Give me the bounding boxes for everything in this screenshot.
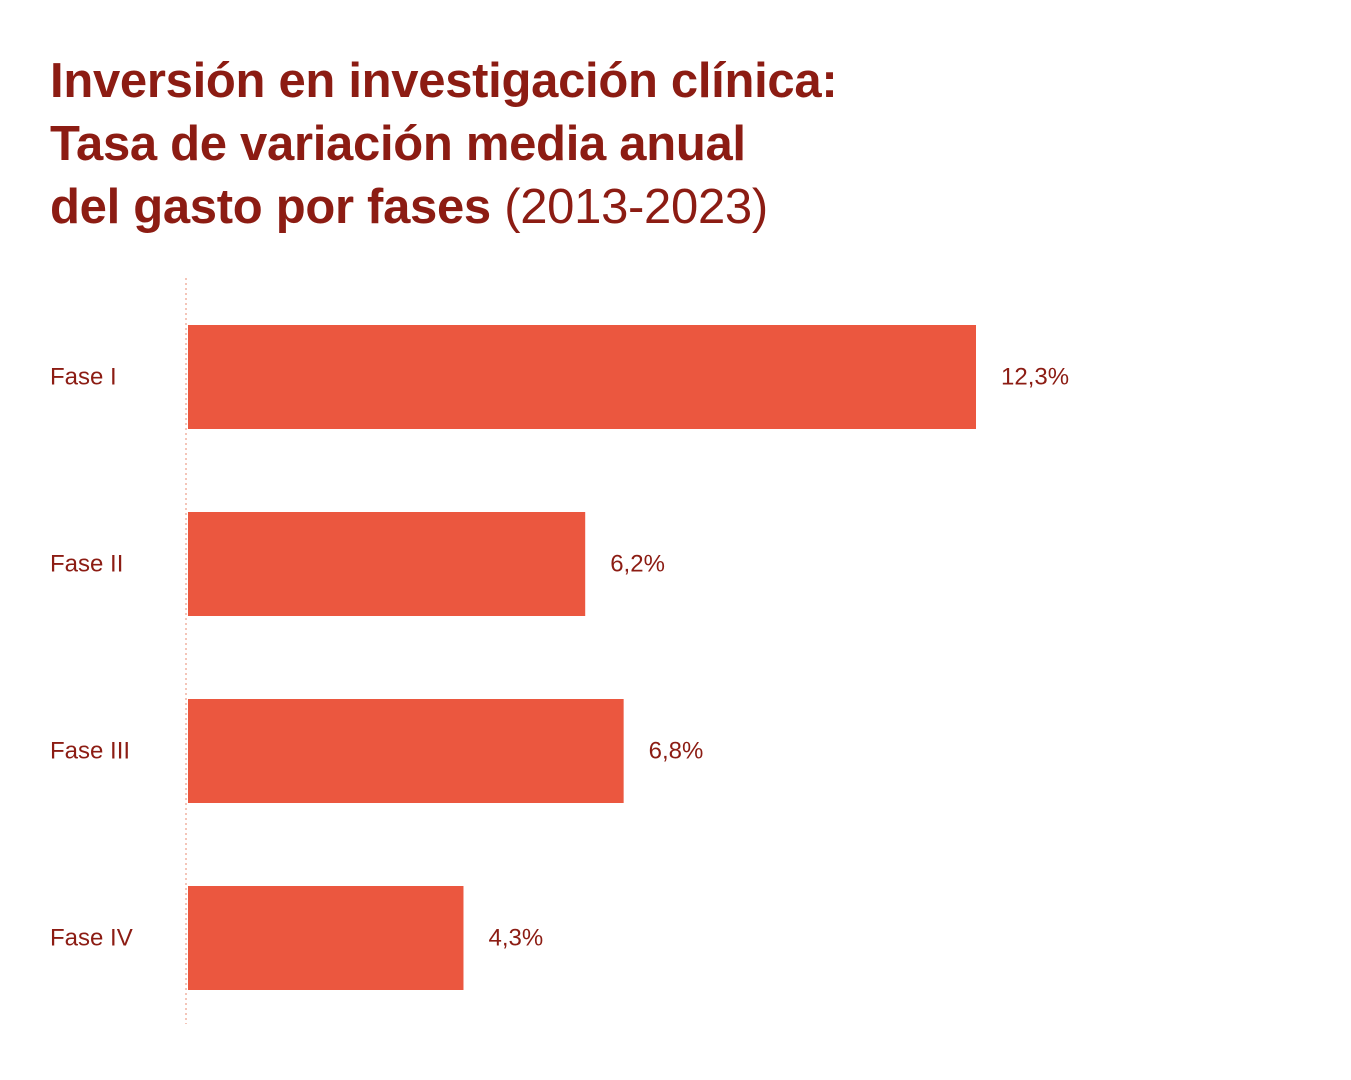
category-label-fase-ii: Fase II [50,551,123,578]
value-label-fase-iv: 4,3% [488,925,543,952]
chart-title-line-3: del gasto por fases (2013-2023) [50,176,837,239]
value-label-fase-iii: 6,8% [649,738,704,765]
bar-fase-i [188,325,976,429]
chart-title-period: (2013-2023) [504,180,768,234]
category-label-fase-i: Fase I [50,364,117,391]
chart-title-line-2: Tasa de variación media anual [50,117,746,171]
chart-title-line-1: Inversión en investigación clínica: [50,54,838,108]
bar-fase-iii [188,699,624,803]
category-label-fase-iv: Fase IV [50,925,133,952]
chart-title: Inversión en investigación clínica: Tasa… [50,50,838,239]
value-label-fase-i: 12,3% [1001,364,1069,391]
bar-fase-ii [188,512,586,616]
chart-title-line-3-bold: del gasto por fases [50,180,491,234]
bars-group: Fase I 12,3% Fase II 6,2% Fase III 6,8% Fase I… [50,325,1069,990]
bar-fase-iv [188,886,464,990]
category-label-fase-iii: Fase III [50,738,130,765]
value-label-fase-ii: 6,2% [610,551,665,578]
